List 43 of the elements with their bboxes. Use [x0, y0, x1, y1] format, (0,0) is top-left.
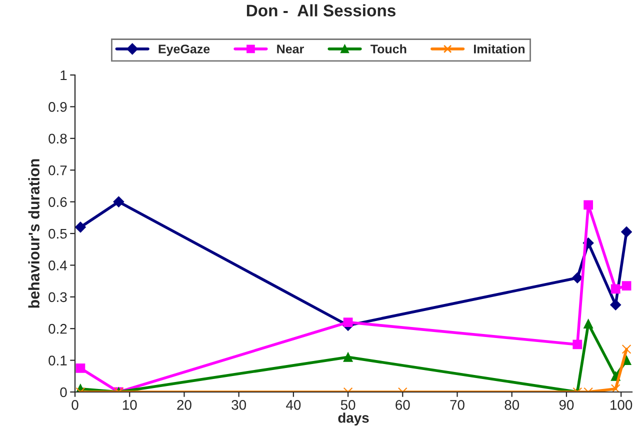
x-tick-label: 90 — [559, 400, 574, 410]
y-tick-label: 0.5 — [48, 228, 67, 239]
point — [76, 364, 86, 373]
x-axis-title: days — [338, 412, 369, 426]
x-tick-label: 80 — [504, 400, 520, 410]
legend-label: EyeGaze — [158, 44, 210, 56]
y-tick-label: 0.1 — [48, 356, 67, 366]
point — [343, 352, 353, 362]
x-tick-label: 60 — [396, 400, 410, 410]
x-tick-label: 20 — [177, 400, 192, 410]
y-tick-label: 0.2 — [48, 324, 67, 334]
y-tick-label: 0.4 — [48, 260, 67, 270]
x-tick-label: 10 — [122, 400, 137, 410]
y-tick-label: 0.7 — [48, 165, 67, 176]
point — [621, 226, 632, 238]
y-tick-label: 0 — [60, 387, 67, 398]
y-tick-label: 0.8 — [48, 134, 67, 144]
legend-label: Imitation — [474, 44, 525, 54]
point — [572, 272, 583, 284]
legend-label: Touch — [370, 44, 406, 54]
y-tick-label: 0.9 — [48, 102, 67, 112]
legend-label: Near — [277, 44, 304, 54]
y-tick-label: 0.3 — [48, 292, 67, 302]
point — [113, 196, 124, 208]
y-tick-label: 0.6 — [48, 197, 67, 207]
point — [622, 344, 632, 354]
y-axis-title: behaviour's duration — [28, 159, 40, 308]
point — [610, 384, 620, 392]
x-tick-label: 50 — [340, 400, 356, 410]
point — [610, 284, 620, 294]
y-tick-label: 1 — [60, 70, 67, 80]
point — [584, 200, 593, 210]
point — [584, 319, 593, 329]
x-tick-label: 100 — [610, 400, 632, 410]
x-tick-label: 70 — [450, 400, 464, 410]
x-tick-label: 30 — [232, 400, 246, 410]
point — [572, 340, 582, 350]
chart-title: Don - All Sessions — [246, 4, 396, 16]
x-tick-label: 40 — [286, 400, 301, 410]
point — [622, 281, 632, 290]
point — [343, 318, 353, 327]
x-tick-label: 0 — [72, 400, 78, 410]
point — [75, 222, 86, 233]
